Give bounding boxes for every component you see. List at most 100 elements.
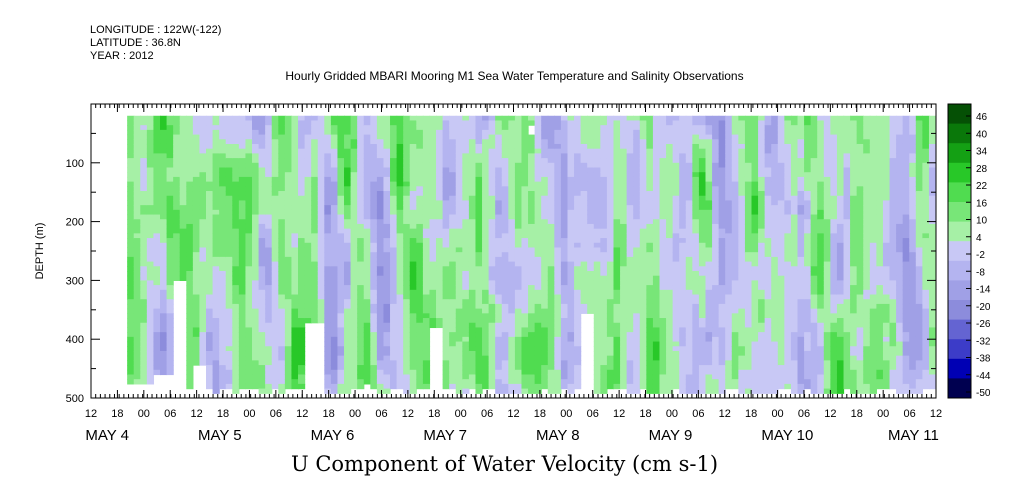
heatmap-cell xyxy=(192,162,201,169)
heatmap-cell xyxy=(383,322,391,329)
heatmap-cell xyxy=(429,158,437,164)
heatmap-cell xyxy=(534,336,542,343)
heatmap-cell xyxy=(547,313,555,319)
heatmap-cell xyxy=(291,209,299,216)
heatmap-cell xyxy=(206,289,214,296)
heatmap-cell xyxy=(554,139,562,145)
heatmap-cell xyxy=(633,280,641,286)
heatmap-cell xyxy=(587,228,595,234)
heatmap-cell xyxy=(219,256,227,263)
heatmap-cell xyxy=(685,219,693,225)
heatmap-cell xyxy=(514,115,523,122)
heatmap-cell xyxy=(238,299,247,305)
heatmap-cell xyxy=(685,365,693,371)
heatmap-cell xyxy=(252,195,260,202)
heatmap-cell xyxy=(219,308,227,314)
heatmap-cell xyxy=(613,313,621,319)
heatmap-cell xyxy=(337,280,345,286)
heatmap-cell xyxy=(317,172,325,178)
heatmap-cell xyxy=(127,134,135,140)
heatmap-cell xyxy=(501,115,509,122)
heatmap-cell xyxy=(199,139,207,145)
heatmap-cell xyxy=(284,374,293,380)
heatmap-cell xyxy=(560,379,569,385)
heatmap-cell xyxy=(580,289,588,296)
heatmap-cell xyxy=(508,176,516,183)
heatmap-cell xyxy=(528,285,536,291)
heatmap-cell xyxy=(449,223,457,230)
heatmap-cell xyxy=(705,214,713,220)
heatmap-cell xyxy=(534,238,542,244)
heatmap-cell xyxy=(409,294,417,300)
heatmap-cell xyxy=(501,261,509,267)
heatmap-cell xyxy=(600,327,608,333)
heatmap-cell xyxy=(495,162,503,169)
heatmap-cell xyxy=(521,139,529,145)
heatmap-cell xyxy=(271,327,279,333)
heatmap-cell xyxy=(324,252,332,258)
heatmap-cell xyxy=(206,143,214,150)
heatmap-cell xyxy=(659,261,667,267)
heatmap-cell xyxy=(245,252,253,258)
heatmap-cell xyxy=(495,327,503,333)
heatmap-cell xyxy=(324,294,332,300)
heatmap-cell xyxy=(390,313,398,319)
heatmap-cell xyxy=(376,355,385,361)
heatmap-cell xyxy=(606,242,615,249)
heatmap-cell xyxy=(271,336,279,343)
heatmap-cell xyxy=(672,261,680,267)
heatmap-cell xyxy=(245,120,253,126)
heatmap-cell xyxy=(508,139,516,145)
heatmap-cell xyxy=(317,256,325,263)
heatmap-cell xyxy=(390,162,398,169)
heatmap-cell xyxy=(600,214,608,220)
heatmap-cell xyxy=(698,369,707,376)
heatmap-cell xyxy=(298,209,306,216)
heatmap-cell xyxy=(265,176,273,183)
heatmap-cell xyxy=(534,200,542,206)
heatmap-cell xyxy=(179,242,187,249)
heatmap-cell xyxy=(311,186,319,192)
heatmap-cell xyxy=(508,181,516,187)
heatmap-cell xyxy=(324,219,332,225)
heatmap-cell xyxy=(580,209,588,216)
heatmap-cell xyxy=(482,172,490,178)
heatmap-cell xyxy=(600,219,608,225)
heatmap-cell xyxy=(278,167,286,173)
heatmap-cell xyxy=(330,280,339,286)
heatmap-cell xyxy=(291,289,299,296)
heatmap-cell xyxy=(593,374,601,380)
heatmap-cell xyxy=(620,186,628,192)
heatmap-cell xyxy=(140,120,148,126)
heatmap-cell xyxy=(541,379,549,385)
heatmap-cell xyxy=(317,261,325,267)
heatmap-cell xyxy=(679,228,687,234)
heatmap-cell xyxy=(698,158,707,164)
heatmap-cell xyxy=(501,247,509,253)
heatmap-cell xyxy=(258,153,266,159)
heatmap-cell xyxy=(613,238,621,244)
heatmap-cell xyxy=(666,205,674,211)
heatmap-cell xyxy=(291,261,299,267)
heatmap-cell xyxy=(587,233,595,239)
heatmap-cell xyxy=(560,341,569,347)
heatmap-cell xyxy=(166,209,174,216)
heatmap-cell xyxy=(225,275,233,281)
heatmap-cell xyxy=(560,360,569,366)
heatmap-cell xyxy=(514,139,523,145)
heatmap-cell xyxy=(554,360,562,366)
heatmap-cell xyxy=(692,214,700,220)
heatmap-cell xyxy=(567,261,575,267)
heatmap-cell xyxy=(639,143,647,150)
heatmap-cell xyxy=(416,242,424,249)
heatmap-cell xyxy=(370,120,378,126)
heatmap-cell xyxy=(449,332,457,338)
heatmap-cell xyxy=(383,205,391,211)
heatmap-cell xyxy=(652,228,661,234)
heatmap-cell xyxy=(672,233,680,239)
heatmap-cell xyxy=(560,219,569,225)
heatmap-cell xyxy=(298,120,306,126)
heatmap-cell xyxy=(416,289,424,296)
heatmap-cell xyxy=(560,285,569,291)
heatmap-cell xyxy=(376,195,385,202)
